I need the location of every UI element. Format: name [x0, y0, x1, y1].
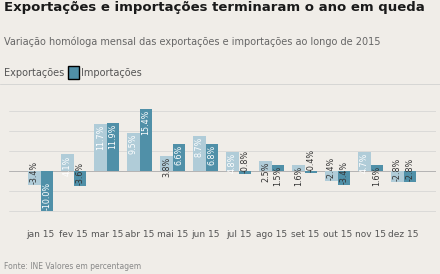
- Bar: [206, 144, 218, 171]
- Bar: [337, 171, 350, 185]
- Bar: [173, 144, 185, 171]
- Bar: [403, 171, 416, 182]
- Text: Variação homóloga mensal das exportações e importações ao longo de 2015: Variação homóloga mensal das exportações…: [4, 37, 381, 47]
- Text: -10.0%: -10.0%: [43, 182, 51, 210]
- Text: Fonte: INE Valores em percentagem: Fonte: INE Valores em percentagem: [4, 262, 142, 271]
- Bar: [259, 161, 271, 171]
- Text: 15.4%: 15.4%: [142, 110, 150, 135]
- Text: -0.4%: -0.4%: [306, 149, 315, 172]
- Text: 4.7%: 4.7%: [360, 153, 369, 173]
- Bar: [271, 165, 284, 171]
- Text: -3.4%: -3.4%: [339, 161, 348, 184]
- Bar: [61, 155, 74, 171]
- Text: 4.1%: 4.1%: [63, 155, 72, 176]
- Bar: [292, 165, 304, 171]
- Bar: [160, 156, 173, 171]
- Text: -0.8%: -0.8%: [241, 150, 249, 173]
- Text: 1.6%: 1.6%: [294, 165, 303, 185]
- Text: 6.8%: 6.8%: [208, 144, 216, 165]
- Bar: [304, 171, 317, 173]
- Text: 8.7%: 8.7%: [195, 137, 204, 157]
- Bar: [94, 124, 107, 171]
- Bar: [238, 171, 251, 174]
- Bar: [28, 171, 41, 185]
- Text: -3.6%: -3.6%: [76, 162, 84, 185]
- Bar: [226, 152, 238, 171]
- Text: 1.6%: 1.6%: [372, 165, 381, 185]
- Text: -2.4%: -2.4%: [327, 157, 336, 180]
- Text: 3.8%: 3.8%: [162, 156, 171, 177]
- Text: -3.4%: -3.4%: [30, 161, 39, 184]
- Text: -2.8%: -2.8%: [405, 158, 414, 181]
- Bar: [370, 165, 383, 171]
- Bar: [74, 171, 86, 185]
- Text: Exportações: Exportações: [4, 68, 65, 78]
- Bar: [391, 171, 403, 182]
- Bar: [140, 109, 152, 171]
- Bar: [358, 152, 370, 171]
- Text: 6.6%: 6.6%: [175, 145, 183, 165]
- Text: Exportações e importações terminaram o ano em queda: Exportações e importações terminaram o a…: [4, 1, 425, 14]
- Bar: [325, 171, 337, 181]
- Bar: [41, 171, 53, 211]
- Text: 9.5%: 9.5%: [129, 133, 138, 154]
- Text: 1.5%: 1.5%: [273, 166, 282, 186]
- Bar: [107, 123, 119, 171]
- Text: 2.5%: 2.5%: [261, 162, 270, 182]
- Text: 11.7%: 11.7%: [96, 125, 105, 150]
- Text: 4.8%: 4.8%: [228, 152, 237, 173]
- Text: Importações: Importações: [81, 68, 142, 78]
- Text: -2.8%: -2.8%: [393, 158, 402, 181]
- Bar: [127, 133, 140, 171]
- Text: 11.9%: 11.9%: [109, 124, 117, 149]
- Bar: [193, 136, 206, 171]
